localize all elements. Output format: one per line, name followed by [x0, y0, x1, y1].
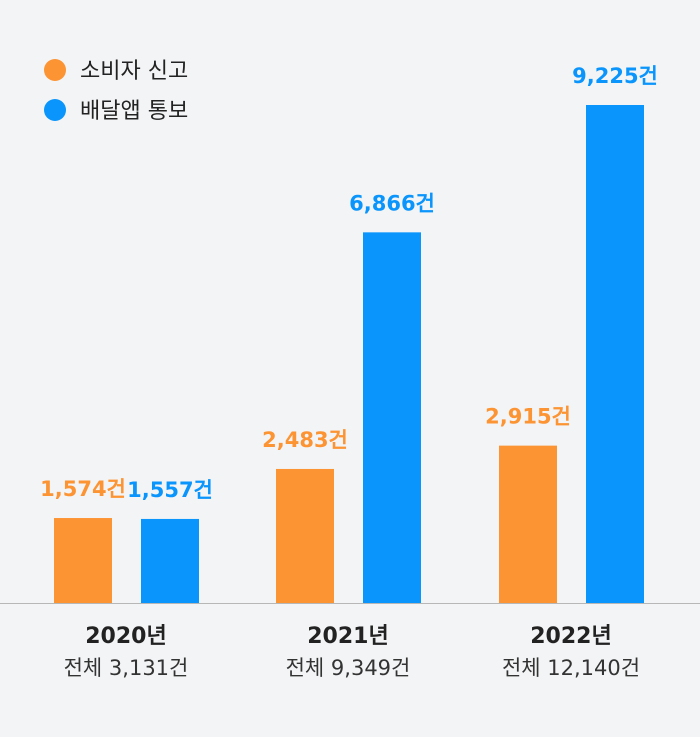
- category-label-0: 2020년: [85, 624, 166, 649]
- total-label-2: 전체 12,140건: [502, 656, 640, 680]
- value-label-0-0: 1,574건: [40, 477, 126, 501]
- bar-0-1: [276, 468, 334, 603]
- bar-0-0: [54, 518, 112, 603]
- total-label-1: 전체 9,349건: [286, 656, 411, 680]
- category-label-2: 2022년: [530, 624, 611, 649]
- bar-1-2: [586, 105, 644, 603]
- value-label-0-2: 2,915건: [485, 405, 571, 429]
- legend-swatch-0: [44, 59, 66, 81]
- value-label-1-1: 6,866건: [349, 191, 435, 215]
- bar-0-2: [499, 445, 557, 603]
- value-label-0-1: 2,483건: [262, 428, 348, 452]
- bar-1-1: [363, 232, 421, 603]
- category-label-1: 2021년: [307, 624, 388, 649]
- value-label-1-2: 9,225건: [572, 64, 658, 88]
- legend-swatch-1: [44, 99, 66, 121]
- total-label-0: 전체 3,131건: [64, 656, 189, 680]
- legend-label-0: 소비자 신고: [80, 59, 188, 84]
- legend-label-1: 배달앱 통보: [80, 99, 188, 124]
- bar-1-0: [141, 518, 199, 603]
- value-label-1-0: 1,557건: [127, 478, 213, 502]
